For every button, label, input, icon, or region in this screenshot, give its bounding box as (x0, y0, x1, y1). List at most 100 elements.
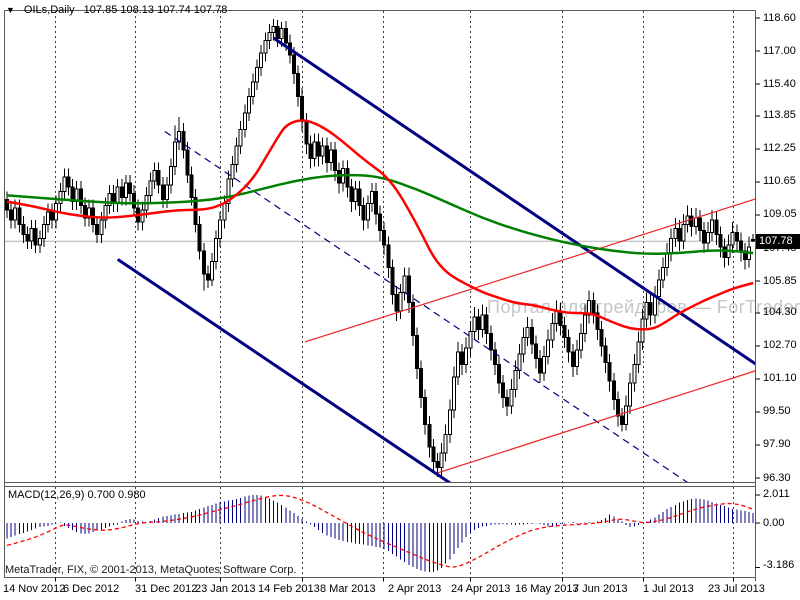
bear-candle-body (337, 170, 342, 184)
bull-candle-body (210, 260, 214, 281)
bear-candle-body (324, 145, 329, 163)
bear-candle-body (128, 182, 132, 194)
descending-channel-median-dashed[interactable] (164, 130, 690, 484)
symbol-timeframe-label: OILs,Daily (23, 4, 75, 16)
bear-candle-body (394, 293, 399, 312)
bull-candle-body (710, 219, 715, 234)
descending-channel-lower[interactable] (116, 258, 452, 484)
bear-candle-body (275, 25, 280, 40)
chart-frame-and-ticks (4, 10, 760, 582)
descending-channel-upper[interactable] (272, 36, 762, 368)
symbol-ohlc-readout: ▼ OILs,Daily 107.85 108.13 107.74 107.78 (6, 4, 227, 17)
bear-candle-body (431, 446, 436, 462)
bull-candle-body (480, 314, 485, 330)
bear-candle-body (562, 324, 567, 339)
date-axis-label: 16 May 2013 (515, 583, 579, 595)
bear-candle-body (415, 335, 419, 370)
bear-candle-body (603, 345, 608, 363)
bear-candle-body (423, 397, 428, 425)
bear-candle-body (390, 267, 395, 295)
macd-indicator-pane[interactable] (6, 494, 754, 572)
bear-candle-body (296, 73, 301, 97)
bull-candle-body (37, 238, 42, 246)
bear-candle-body (78, 188, 83, 207)
bull-candle-body (259, 52, 264, 69)
price-axis-label: 102.70 (763, 339, 797, 352)
bull-candle-body (242, 112, 247, 130)
bull-candle-body (238, 128, 243, 147)
bull-candle-body (693, 217, 698, 227)
bull-candle-body (730, 232, 735, 246)
bear-candle-body (406, 275, 411, 304)
bear-candle-body (357, 188, 362, 207)
ascending-channel-lower[interactable] (437, 369, 761, 474)
price-axis-label: 97.90 (763, 438, 791, 451)
one-click-expand-icon[interactable]: ▼ (6, 5, 15, 15)
bull-candle-body (628, 382, 633, 407)
bear-candle-body (201, 250, 206, 275)
bear-candle-body (82, 205, 87, 219)
bull-candle-body (640, 318, 645, 343)
bear-candle-body (5, 199, 9, 211)
bear-candle-body (9, 209, 14, 221)
bull-candle-body (267, 31, 272, 42)
bear-candle-body (492, 349, 497, 366)
bull-candle-body (587, 300, 592, 316)
bear-candle-body (316, 141, 321, 157)
ohlc-values: 107.85 108.13 107.74 107.78 (83, 4, 228, 16)
bull-candle-body (439, 452, 444, 469)
bull-candle-body (517, 353, 522, 372)
bear-candle-body (95, 223, 100, 236)
price-axis-label: 115.40 (763, 77, 796, 90)
bear-candle-body (611, 380, 616, 401)
bear-candle-body (533, 343, 538, 359)
bear-candle-body (460, 351, 465, 366)
date-axis-label: 2 Apr 2013 (388, 583, 442, 595)
bull-candle-body (115, 186, 120, 205)
macd-axis-label: 2.011 (763, 488, 790, 501)
bull-candle-body (546, 339, 551, 357)
bull-candle-body (509, 388, 514, 407)
bear-candle-body (484, 314, 489, 335)
bear-candle-body (427, 423, 432, 448)
bull-candle-body (661, 267, 665, 281)
current-price-badge: 107.78 (756, 233, 800, 249)
price-axis-label: 101.10 (763, 372, 797, 385)
bull-candle-body (62, 176, 67, 192)
ascending-channel-upper[interactable] (304, 197, 761, 343)
bull-candle-body (665, 252, 670, 269)
bull-candle-body (255, 67, 260, 83)
bull-candle-body (99, 219, 104, 236)
price-axis-label: 105.85 (763, 274, 797, 287)
bear-candle-body (361, 205, 366, 221)
bull-candle-body (632, 364, 637, 384)
bull-candle-body (525, 326, 530, 339)
bull-candle-body (369, 190, 374, 205)
bull-candle-body (451, 376, 456, 411)
main-price-pane[interactable] (5, 19, 761, 484)
price-axis-label: 113.85 (763, 109, 796, 122)
bull-candle-body (29, 227, 34, 242)
bull-candle-body (169, 166, 173, 186)
bull-candle-body (271, 25, 276, 33)
bear-candle-body (21, 223, 26, 236)
bull-candle-body (402, 275, 407, 293)
bear-candle-body (132, 192, 137, 209)
bull-candle-body (328, 149, 333, 163)
bull-candle-body (681, 223, 686, 242)
bull-candle-body (579, 333, 583, 351)
bull-candle-body (107, 192, 112, 207)
date-axis-label: 31 Dec 2012 (135, 583, 198, 595)
bear-candle-body (599, 328, 604, 347)
bull-candle-body (173, 141, 178, 168)
bull-candle-body (246, 95, 251, 114)
bear-candle-body (435, 460, 440, 469)
bull-candle-body (140, 209, 145, 223)
bull-candle-body (214, 238, 219, 262)
slow-ma-line-green (6, 173, 754, 256)
macd-indicator-label: MACD(12,26,9) 0.700 0.980 (8, 489, 146, 501)
bull-candle-body (87, 207, 91, 219)
bear-candle-body (501, 382, 506, 399)
